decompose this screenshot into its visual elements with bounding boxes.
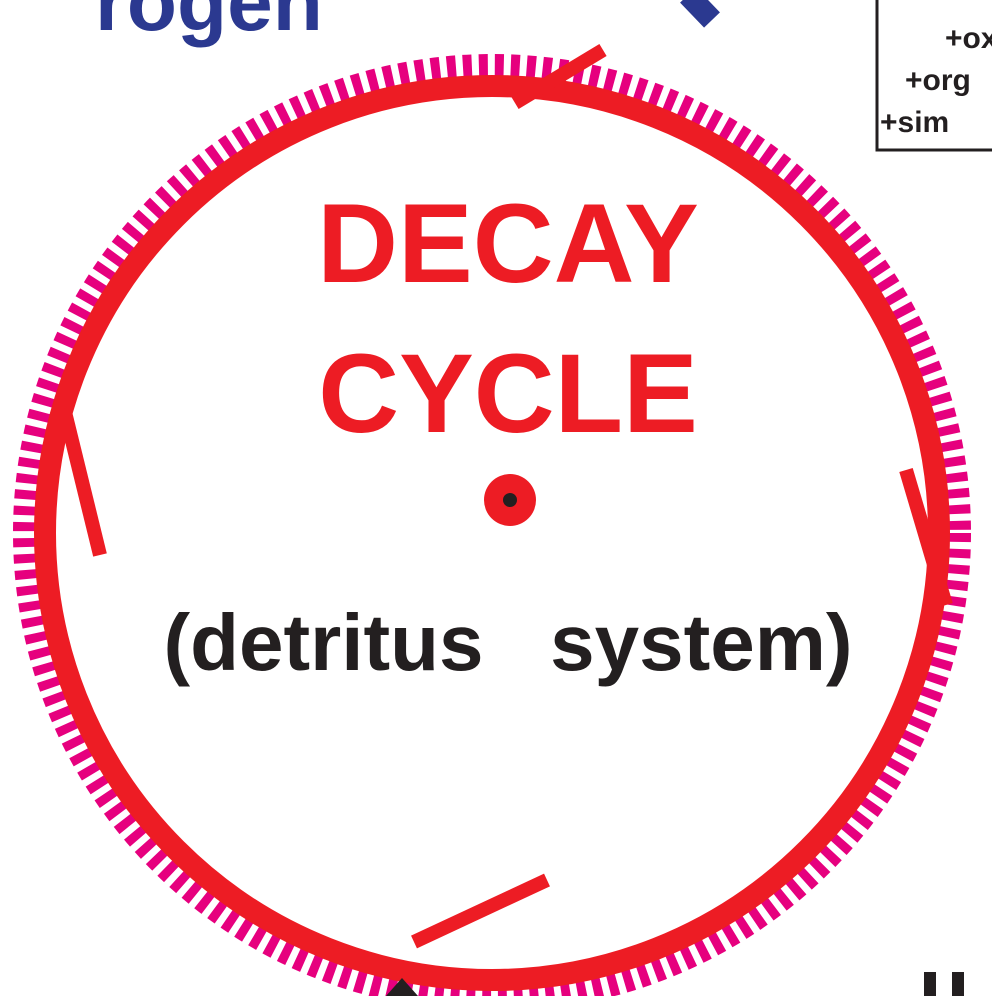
cycle-ring bbox=[34, 75, 950, 991]
arrow-barb bbox=[511, 44, 607, 109]
box-line: +sim bbox=[880, 106, 949, 139]
subtitle: (detritus system) bbox=[163, 598, 852, 687]
dashed-ring bbox=[13, 54, 971, 996]
flow-arrow bbox=[680, 0, 720, 28]
text-fragment bbox=[924, 972, 936, 996]
arrow-barb bbox=[57, 406, 107, 557]
text-fragment bbox=[952, 972, 964, 996]
cycle-arrows bbox=[57, 44, 953, 949]
info-box bbox=[875, 0, 992, 152]
title: CYCLE bbox=[318, 331, 698, 456]
arrow-fragment bbox=[386, 978, 418, 996]
center-dot-core bbox=[503, 493, 517, 507]
node-label: rogen bbox=[95, 0, 323, 48]
title: DECAY bbox=[317, 181, 699, 306]
box-line: +org bbox=[905, 64, 971, 97]
arrow-barb bbox=[411, 873, 550, 949]
box-line: +ox bbox=[945, 22, 992, 55]
arrow-barb bbox=[899, 468, 953, 607]
